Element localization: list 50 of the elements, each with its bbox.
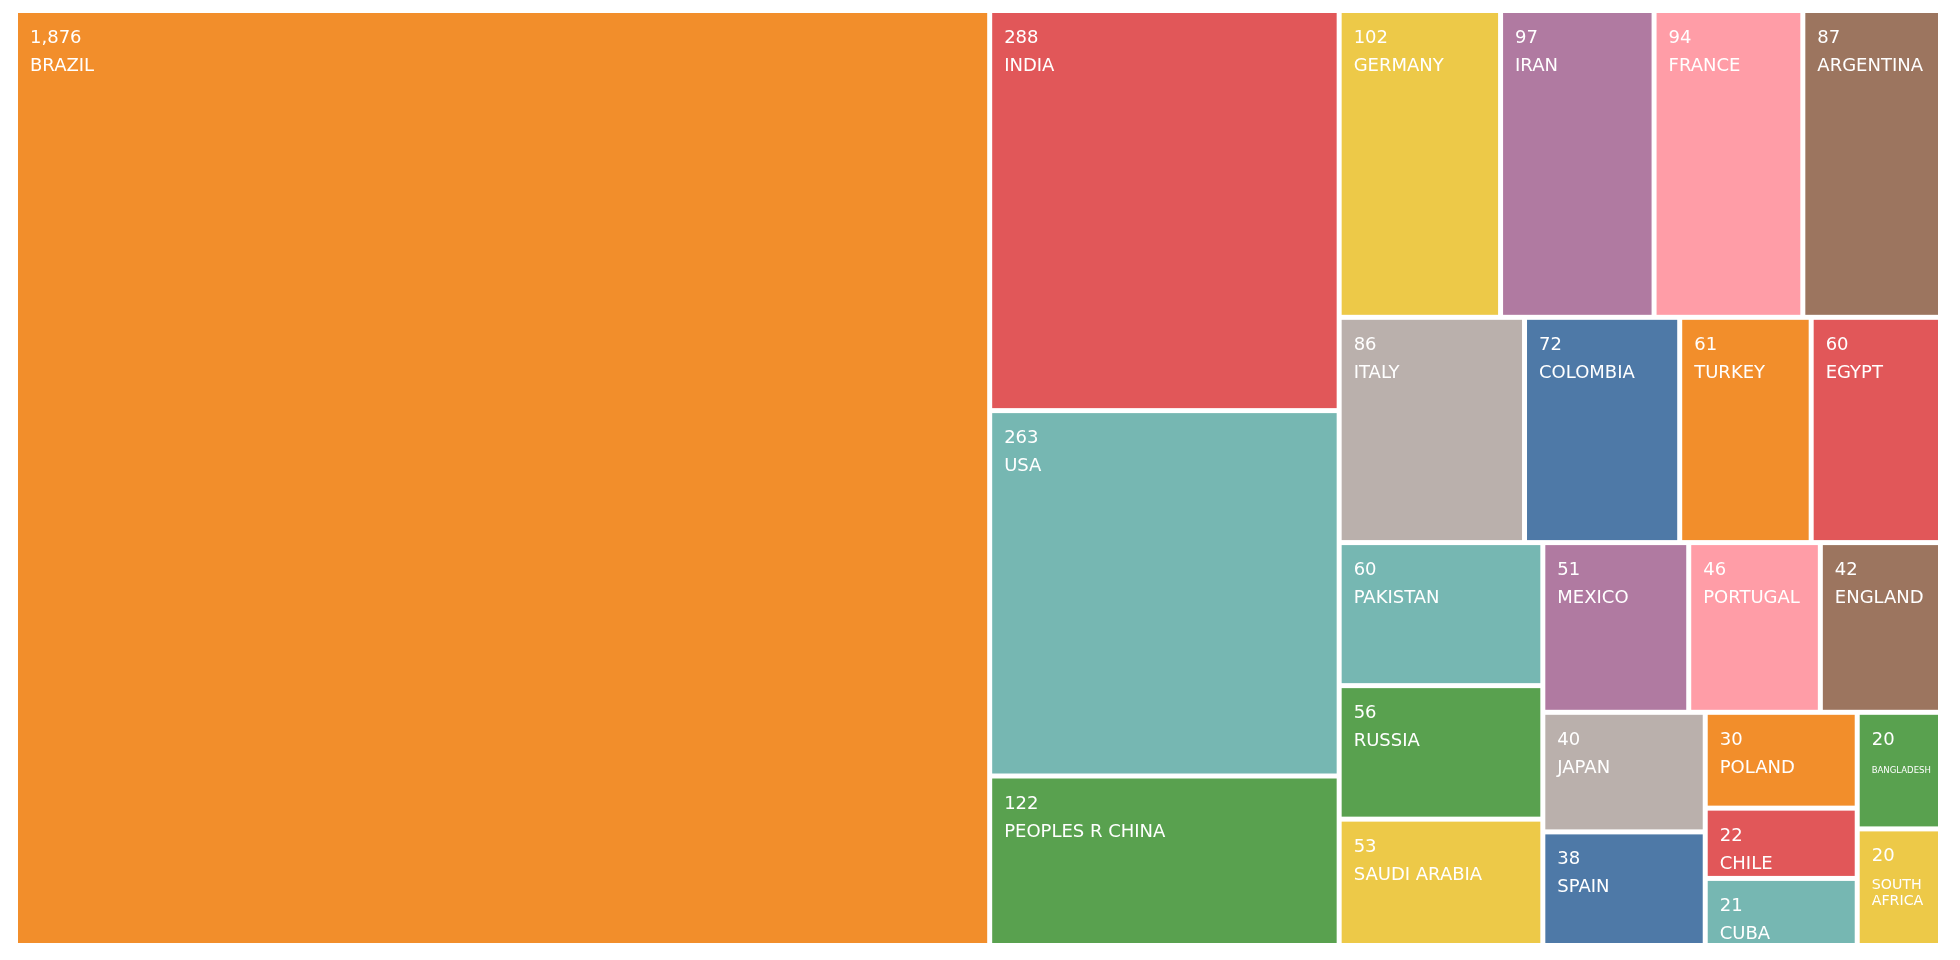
data-label: 94 bbox=[1668, 26, 1692, 47]
data-label: 38 bbox=[1557, 847, 1581, 869]
data-label: 60 bbox=[1353, 558, 1377, 580]
category-label: ARGENTINA bbox=[1817, 54, 1924, 75]
data-label: 42 bbox=[1834, 558, 1858, 580]
data-label: 86 bbox=[1353, 332, 1377, 354]
category-label: ENGLAND bbox=[1834, 586, 1924, 608]
data-label: 97 bbox=[1515, 26, 1538, 47]
data-label: 122 bbox=[1004, 791, 1039, 813]
category-label: TURKEY bbox=[1693, 360, 1767, 382]
data-label: 53 bbox=[1353, 834, 1377, 856]
data-label: 20 bbox=[1871, 844, 1895, 866]
category-label: PORTUGAL bbox=[1703, 586, 1800, 608]
category-label: SAUDI ARABIA bbox=[1353, 862, 1483, 884]
category-label: FRANCE bbox=[1668, 54, 1741, 75]
data-label: 46 bbox=[1703, 558, 1727, 580]
category-label: JAPAN bbox=[1556, 755, 1611, 777]
category-label: INDIA bbox=[1004, 54, 1056, 75]
category-label: SPAIN bbox=[1557, 875, 1610, 897]
data-label: 40 bbox=[1557, 727, 1581, 749]
data-label: 20 bbox=[1871, 727, 1895, 749]
category-label: CHILE bbox=[1719, 851, 1773, 873]
data-label: 60 bbox=[1825, 332, 1849, 354]
data-label: 87 bbox=[1817, 26, 1841, 47]
category-label: IRAN bbox=[1515, 54, 1558, 75]
category-label: RUSSIA bbox=[1353, 729, 1421, 751]
category-label: GERMANY bbox=[1353, 54, 1445, 75]
data-label: 102 bbox=[1353, 26, 1389, 47]
data-label: 56 bbox=[1353, 701, 1377, 723]
category-label: CUBA bbox=[1719, 921, 1771, 943]
data-label: 288 bbox=[1004, 26, 1039, 47]
data-label: 72 bbox=[1539, 332, 1562, 354]
category-label: EGYPT bbox=[1825, 360, 1884, 382]
data-label: 51 bbox=[1557, 558, 1581, 580]
data-label: 30 bbox=[1719, 727, 1743, 749]
category-label: BRAZIL bbox=[30, 54, 95, 75]
data-label: 21 bbox=[1719, 893, 1743, 915]
category-label: COLOMBIA bbox=[1539, 360, 1636, 382]
category-label: POLAND bbox=[1719, 755, 1795, 777]
data-label: 22 bbox=[1719, 823, 1743, 845]
category-label: BANGLADESH bbox=[1871, 764, 1931, 775]
category-label: SOUTH AFRICA bbox=[1871, 876, 1924, 909]
category-label: USA bbox=[1004, 454, 1043, 476]
data-label: 61 bbox=[1694, 332, 1718, 354]
category-label: PEOPLES R CHINA bbox=[1004, 819, 1167, 841]
category-label: PAKISTAN bbox=[1353, 586, 1440, 608]
category-label: ITALY bbox=[1353, 360, 1401, 382]
data-label: 263 bbox=[1004, 426, 1039, 448]
category-label: MEXICO bbox=[1557, 586, 1629, 608]
data-label: 1,876 bbox=[30, 26, 82, 47]
